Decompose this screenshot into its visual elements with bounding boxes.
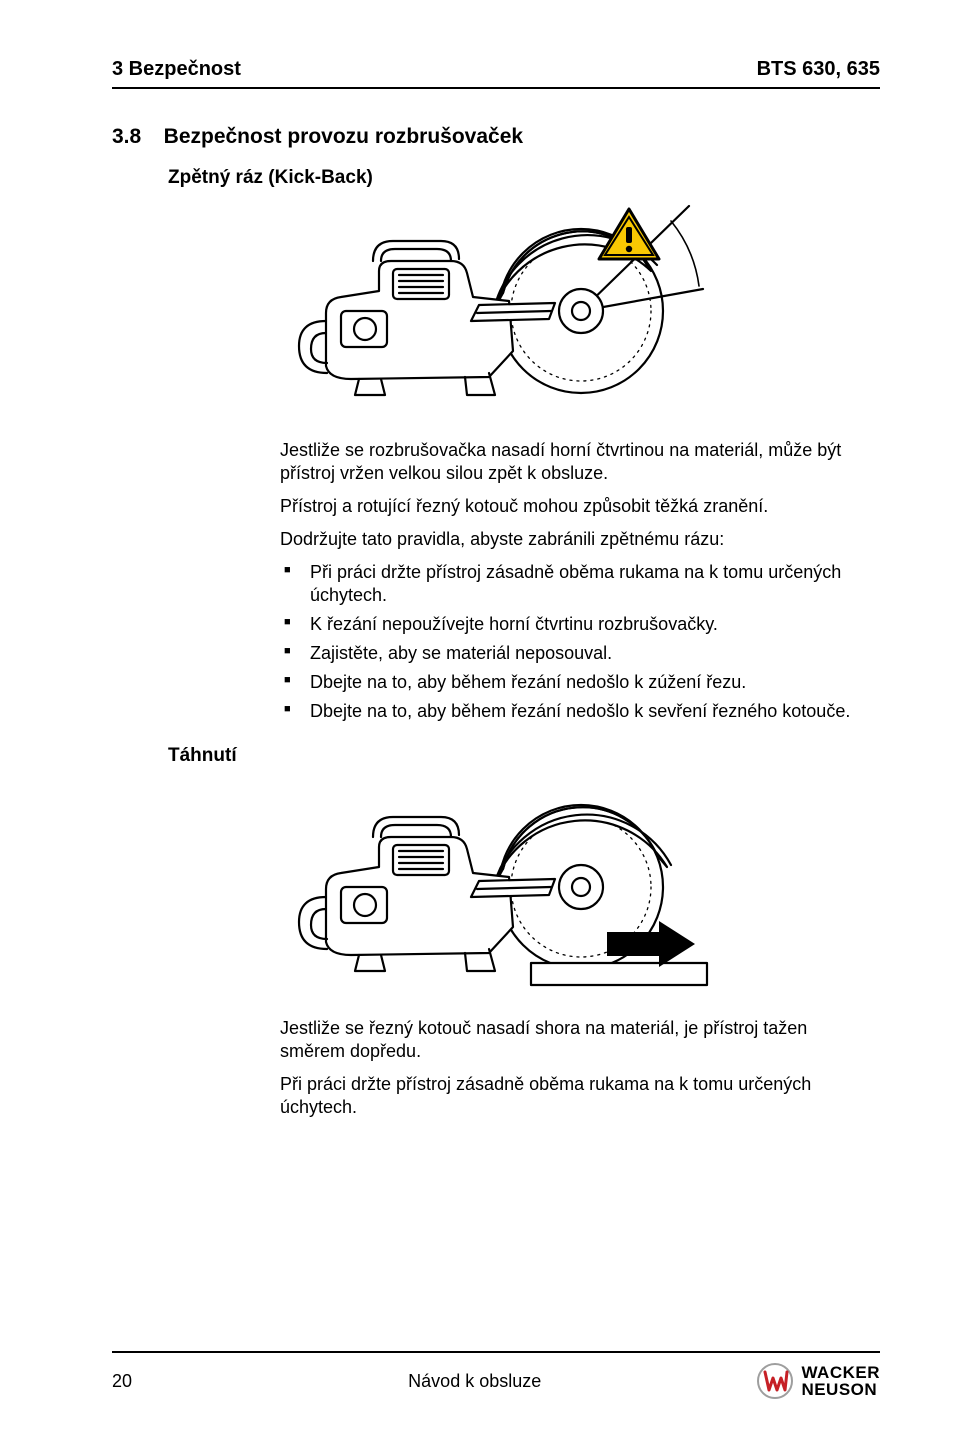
logo-icon — [757, 1363, 793, 1399]
figure-pull — [281, 779, 711, 999]
list-item: Dbejte na to, aby během řezání nedošlo k… — [280, 700, 870, 723]
figure-kickback — [281, 201, 711, 421]
section-number: 3.8 — [112, 125, 141, 149]
list-item: Zajistěte, aby se materiál neposouval. — [280, 642, 870, 665]
brand-logo: WACKER NEUSON — [757, 1363, 880, 1399]
paragraph-5: Při práci držte přístroj zásadně oběma r… — [280, 1073, 870, 1119]
section-title: Bezpečnost provozu rozbrušovaček — [164, 125, 523, 149]
bullet-list: Při práci držte přístroj zásadně oběma r… — [280, 561, 870, 723]
paragraph-1: Jestliže se rozbrušovačka nasadí horní č… — [280, 439, 870, 485]
logo-text-bottom: NEUSON — [801, 1380, 877, 1399]
header-right: BTS 630, 635 — [757, 58, 880, 81]
list-item: K řezání nepoužívejte horní čtvrtinu roz… — [280, 613, 870, 636]
list-item: Dbejte na to, aby během řezání nedošlo k… — [280, 671, 870, 694]
paragraph-4: Jestliže se řezný kotouč nasadí shora na… — [280, 1017, 870, 1063]
list-item: Při práci držte přístroj zásadně oběma r… — [280, 561, 870, 607]
side-label-tahnuti: Táhnutí — [168, 745, 880, 767]
paragraph-2: Přístroj a rotující řezný kotouč mohou z… — [280, 495, 870, 518]
section-subheading: Zpětný ráz (Kick-Back) — [168, 167, 880, 189]
page-number: 20 — [112, 1371, 192, 1392]
page-footer: 20 Návod k obsluze WACKER NEUSON — [112, 1351, 880, 1399]
footer-rule — [112, 1351, 880, 1353]
paragraph-3: Dodržujte tato pravidla, abyste zabránil… — [280, 528, 870, 551]
header-left: 3 Bezpečnost — [112, 58, 241, 81]
footer-center-text: Návod k obsluze — [192, 1371, 757, 1392]
section-heading: 3.8 Bezpečnost provozu rozbrušovaček — [112, 125, 880, 149]
header-rule — [112, 87, 880, 89]
